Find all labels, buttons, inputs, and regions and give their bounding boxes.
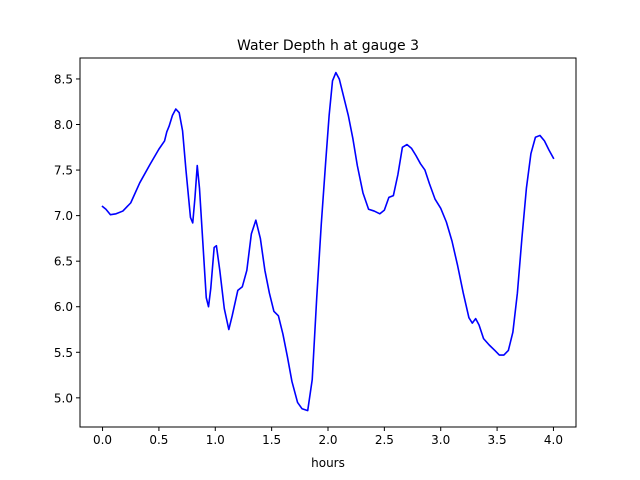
plot-area: 0.0 0.5 1.0 1.5 2.0 2.5 3.0 3.5 4.0 5.0 5.5 6.0 6.5 7… [54,57,577,447]
x-tick-label: 3.0 [431,433,450,447]
chart-title: Water Depth h at gauge 3 [237,38,419,54]
y-tick-label: 8.5 [54,72,73,86]
y-tick-label: 8.0 [54,118,73,132]
y-tick-label: 7.0 [54,209,73,223]
y-tick-label: 5.0 [54,391,73,405]
x-axis-title: hours [311,456,345,470]
y-tick-label: 5.5 [54,346,73,360]
x-tick-label: 2.0 [318,433,337,447]
x-tick-label: 2.5 [375,433,394,447]
x-tick-label: 0.5 [149,433,168,447]
y-tick-label: 6.5 [54,255,73,269]
x-tick-label: 1.0 [206,433,225,447]
x-tick-label: 4.0 [544,433,563,447]
x-tick-label: 1.5 [262,433,281,447]
x-tick-label: 3.5 [488,433,507,447]
y-tick-label: 7.5 [54,164,73,178]
series-line-0 [101,71,555,412]
y-tick-label: 6.0 [54,300,73,314]
x-tick-label: 0.0 [93,433,112,447]
